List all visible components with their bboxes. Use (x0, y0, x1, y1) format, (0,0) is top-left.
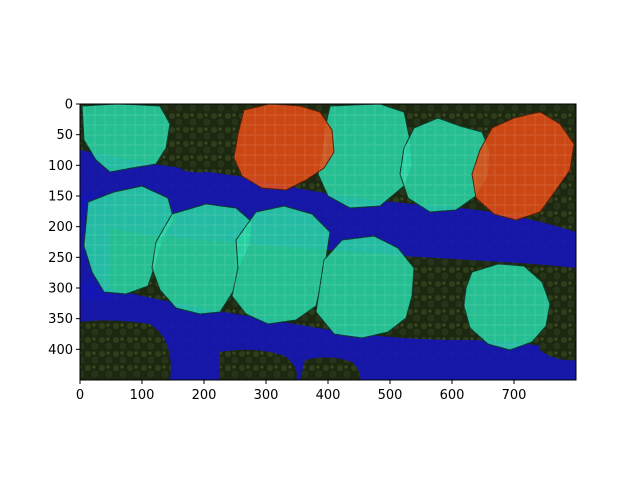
y-tick-label: 200 (48, 220, 73, 235)
x-tick-label: 500 (378, 388, 403, 403)
x-tick-label: 700 (502, 388, 527, 403)
y-tick-label: 250 (48, 251, 73, 266)
y-tick-label: 350 (48, 312, 73, 327)
y-tick-label: 100 (48, 159, 73, 174)
y-tick-label: 300 (48, 282, 73, 297)
red-crown-texture (234, 104, 574, 220)
x-tick-label: 100 (130, 388, 155, 403)
green-crown-texture (82, 104, 550, 350)
x-axis: 0 100 200 300 400 500 600 700 (76, 380, 527, 403)
x-tick-label: 400 (316, 388, 341, 403)
y-tick-label: 50 (56, 128, 73, 143)
y-tick-label: 0 (65, 98, 73, 113)
y-tick-label: 150 (48, 190, 73, 205)
x-tick-label: 300 (254, 388, 279, 403)
x-tick-label: 200 (192, 388, 217, 403)
y-tick-label: 400 (48, 343, 73, 358)
x-tick-label: 600 (440, 388, 465, 403)
y-axis: 0 50 100 150 200 250 300 350 400 (48, 98, 80, 358)
foliage-patches (80, 104, 576, 380)
x-tick-label: 0 (76, 388, 84, 403)
image-panel (80, 104, 576, 380)
